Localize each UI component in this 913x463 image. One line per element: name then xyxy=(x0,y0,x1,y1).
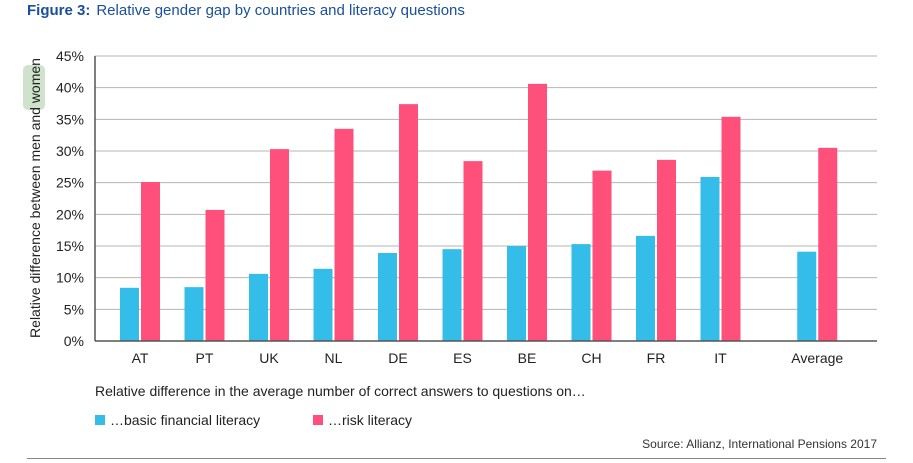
x-tick-label: BE xyxy=(518,350,537,366)
legend-label-basic: …basic financial literacy xyxy=(110,412,260,428)
bar-basic-de xyxy=(378,252,397,341)
x-tick-label: IT xyxy=(714,350,727,366)
legend-swatch-basic xyxy=(95,415,105,425)
bar-basic-uk xyxy=(249,273,268,341)
y-tick-label: 0% xyxy=(64,333,84,349)
y-tick-label: 5% xyxy=(64,301,84,317)
y-tick-label: 15% xyxy=(56,238,84,254)
figure-label: Figure 3: xyxy=(27,2,91,19)
bar-basic-average xyxy=(797,251,817,341)
x-tick-label: DE xyxy=(388,350,407,366)
bar-basic-at xyxy=(120,287,139,341)
bar-risk-be xyxy=(528,83,547,341)
ylabel-highlight xyxy=(23,65,45,110)
bar-risk-fr xyxy=(657,159,676,341)
figure-title: Figure 3: Relative gender gap by countrie… xyxy=(27,2,465,19)
bar-basic-it xyxy=(700,176,720,341)
bar-risk-nl xyxy=(334,128,354,341)
y-tick-label: 45% xyxy=(56,48,84,64)
x-tick-label: Average xyxy=(791,350,843,366)
y-tick-label: 40% xyxy=(56,80,84,96)
x-tick-label: NL xyxy=(325,350,343,366)
x-tick-label: UK xyxy=(259,350,279,366)
bar-basic-es xyxy=(442,249,462,341)
y-tick-label: 35% xyxy=(56,111,84,127)
legend-label-risk: …risk literacy xyxy=(328,412,412,428)
y-tick-label: 30% xyxy=(56,143,84,159)
bar-risk-it xyxy=(721,116,741,341)
bar-basic-nl xyxy=(313,268,333,341)
bar-risk-average xyxy=(818,147,838,341)
bar-basic-be xyxy=(507,246,526,341)
bar-basic-ch xyxy=(571,244,591,341)
legend-swatch-risk xyxy=(313,415,323,425)
bar-basic-fr xyxy=(636,235,655,341)
y-axis-label: Relative difference between men and wome… xyxy=(27,58,43,338)
bar-risk-uk xyxy=(270,149,289,341)
x-axis-label: Relative difference in the average numbe… xyxy=(95,383,586,399)
y-tick-label: 20% xyxy=(56,206,84,222)
bottom-divider xyxy=(27,458,886,459)
y-tick-label: 10% xyxy=(56,270,84,286)
x-tick-label: PT xyxy=(196,350,214,366)
x-tick-label: AT xyxy=(132,350,149,366)
bar-basic-pt xyxy=(184,287,204,341)
source-note: Source: Allianz, International Pensions … xyxy=(642,437,877,451)
bar-risk-es xyxy=(463,161,483,341)
bar-risk-pt xyxy=(205,209,225,341)
x-tick-label: FR xyxy=(647,350,666,366)
x-tick-label: CH xyxy=(581,350,601,366)
y-tick-label: 25% xyxy=(56,175,84,191)
bar-risk-de xyxy=(399,104,418,341)
bar-risk-at xyxy=(141,182,160,341)
legend: …basic financial literacy …risk literacy xyxy=(95,412,412,428)
chart-title: Relative gender gap by countries and lit… xyxy=(96,2,465,19)
bar-risk-ch xyxy=(592,170,612,341)
x-tick-label: ES xyxy=(453,350,472,366)
